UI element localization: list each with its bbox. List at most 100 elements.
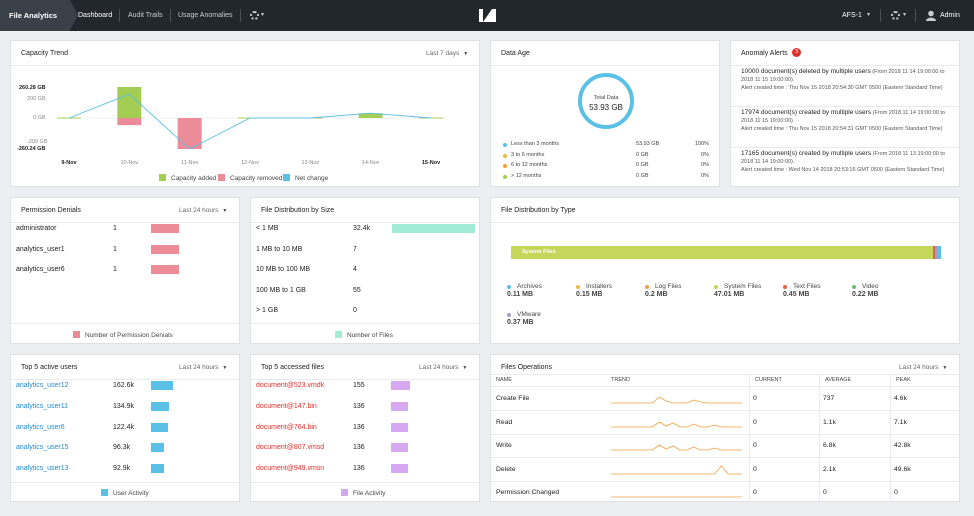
- alert-item[interactable]: 10000 document(s) deleted by multiple us…: [741, 68, 949, 93]
- data-age-row: 6 to 12 months 0 GB 0%: [503, 162, 709, 172]
- user-name: analytics_user6: [16, 266, 65, 273]
- tab-usage-anomalies[interactable]: Usage Anomalies: [178, 12, 233, 19]
- gear-icon[interactable]: [891, 11, 900, 20]
- time-range-label: Last 24 hours: [179, 207, 219, 214]
- operation-peak: 42.8k: [894, 442, 911, 449]
- file-link[interactable]: document@147.bin: [256, 402, 317, 410]
- chevron-down-icon[interactable]: ▾: [867, 12, 871, 18]
- divider: [491, 222, 959, 223]
- legend-label: User Activity: [113, 490, 149, 497]
- legend-dot: [503, 174, 507, 179]
- file-type-name: Log Files: [655, 283, 682, 290]
- file-link[interactable]: document@807.vmsd: [256, 444, 325, 452]
- time-range-dropdown[interactable]: Last 24 hours ▼: [179, 207, 227, 214]
- file-count: 0: [353, 307, 357, 314]
- chevron-down-icon[interactable]: ▾: [903, 12, 907, 18]
- user-link[interactable]: analytics_user15: [16, 444, 69, 452]
- operation-current: 0: [753, 489, 757, 496]
- donut-center-label: Total Data: [593, 95, 619, 101]
- alert-item[interactable]: 17165 document(s) created by multiple us…: [741, 150, 949, 175]
- top-accessed-files-panel: Top 5 accessed files Last 24 hours ▼ docu…: [250, 354, 480, 502]
- file-type-size: 0.22 MB: [852, 291, 879, 298]
- size-bucket-label: < 1 MB: [256, 225, 279, 232]
- time-range-label: Last 24 hours: [899, 364, 939, 371]
- data-age-donut: [578, 73, 634, 129]
- x-tick-label: 12-Nov: [241, 160, 259, 166]
- line-net-change: [68, 93, 432, 150]
- y-tick-zero: 0 GB: [33, 115, 46, 121]
- time-range-dropdown[interactable]: Last 24 hours ▼: [899, 364, 947, 371]
- bar: [151, 244, 179, 254]
- alert-created-time: Alert created time : Thu Nov 15 2018 20:…: [741, 126, 943, 133]
- legend-swatch: [335, 331, 342, 338]
- file-operations-panel: Files Operations Last 24 hours ▼ NAME TREN…: [490, 354, 960, 502]
- file-type-size: 47.01 MB: [714, 291, 745, 298]
- activity-count: 92.9k: [113, 465, 131, 473]
- file-type-stacked-bar: System Files: [511, 246, 941, 259]
- legend-label: Number of Permission Denials: [85, 332, 173, 339]
- operation-name: Permission Changed: [496, 489, 560, 496]
- access-count: 136: [353, 444, 365, 452]
- gear-icon[interactable]: [250, 11, 259, 20]
- divider: [491, 457, 959, 458]
- alert-message: 17165 document(s) created by multiple us…: [741, 150, 949, 166]
- y-tick-down: -200 GB: [27, 139, 48, 145]
- time-range-label: Last 7 days: [426, 50, 460, 57]
- access-count: 136: [353, 423, 365, 431]
- divider: [11, 379, 239, 380]
- file-type-name: Archives: [517, 283, 542, 290]
- user-icon[interactable]: [926, 10, 936, 21]
- time-range-dropdown[interactable]: Last 7 days ▼: [426, 50, 468, 57]
- file-type-name: Text Files: [793, 283, 821, 290]
- chevron-down-icon[interactable]: ▾: [261, 12, 265, 18]
- tab-dashboard[interactable]: Dashboard: [78, 12, 113, 19]
- legend-label: Capacity added: [171, 175, 217, 182]
- operation-average: 1.1k: [823, 418, 836, 426]
- file-link[interactable]: document@523.vmdk: [256, 382, 325, 389]
- nav-divider: [880, 9, 881, 22]
- alert-item[interactable]: 17974 document(s) created by multiple us…: [741, 109, 949, 134]
- time-range-dropdown[interactable]: Last 24 hours ▼: [179, 364, 227, 371]
- file-count: 7: [353, 245, 357, 253]
- operation-name: Delete: [496, 465, 516, 473]
- user-link[interactable]: analytics_user6: [16, 423, 65, 431]
- user-link[interactable]: analytics_user11: [16, 402, 69, 410]
- cluster-selector[interactable]: AFS-1: [842, 12, 862, 19]
- denial-count: 1: [113, 245, 117, 253]
- legend-dot: [576, 285, 580, 289]
- divider: [731, 65, 959, 66]
- file-size-distribution-panel: File Distribution by Size < 1 MB 32.4k 1 M…: [250, 197, 480, 344]
- legend-dot: [503, 164, 507, 168]
- file-count: 55: [353, 286, 361, 294]
- time-range-label: Last 24 hours: [179, 364, 219, 371]
- data-age-row: 3 to 6 months 0 GB 0%: [503, 152, 709, 162]
- file-type-size: 0.15 MB: [576, 291, 603, 298]
- panel-title: Top 5 active users: [21, 364, 78, 371]
- time-range-dropdown[interactable]: Last 24 hours ▼: [419, 364, 467, 371]
- y-tick-bottom: -260.24 GB: [17, 146, 45, 152]
- bar-capacity-added: [117, 87, 142, 118]
- divider: [251, 482, 479, 483]
- nutanix-logo: [479, 9, 496, 22]
- data-age-row: > 12 months 0 GB 0%: [503, 173, 709, 183]
- operation-peak: 49.6k: [894, 465, 911, 473]
- tab-audit-trails[interactable]: Audit Trails: [128, 12, 163, 19]
- nav-divider: [170, 9, 171, 22]
- file-link[interactable]: document@949.vmsn: [256, 465, 325, 473]
- column-header: TREND: [611, 377, 630, 383]
- time-range-label: Last 24 hours: [419, 364, 459, 371]
- user-link[interactable]: analytics_user13: [16, 465, 69, 473]
- access-count: 136: [353, 465, 365, 473]
- trend-sparkline: [611, 464, 743, 474]
- data-age-label: > 12 months: [511, 172, 542, 179]
- divider: [491, 386, 959, 387]
- user-menu[interactable]: Admin: [940, 12, 960, 19]
- bar-capacity-removed: [177, 118, 202, 149]
- legend-net-change: Net change: [283, 174, 328, 182]
- app-title[interactable]: File Analytics: [0, 0, 78, 31]
- user-link[interactable]: analytics_user12: [16, 382, 69, 389]
- divider: [491, 410, 959, 411]
- legend-dot: [507, 313, 511, 317]
- panel-title: Files Operations: [501, 364, 552, 371]
- file-link[interactable]: document@764.bin: [256, 423, 317, 431]
